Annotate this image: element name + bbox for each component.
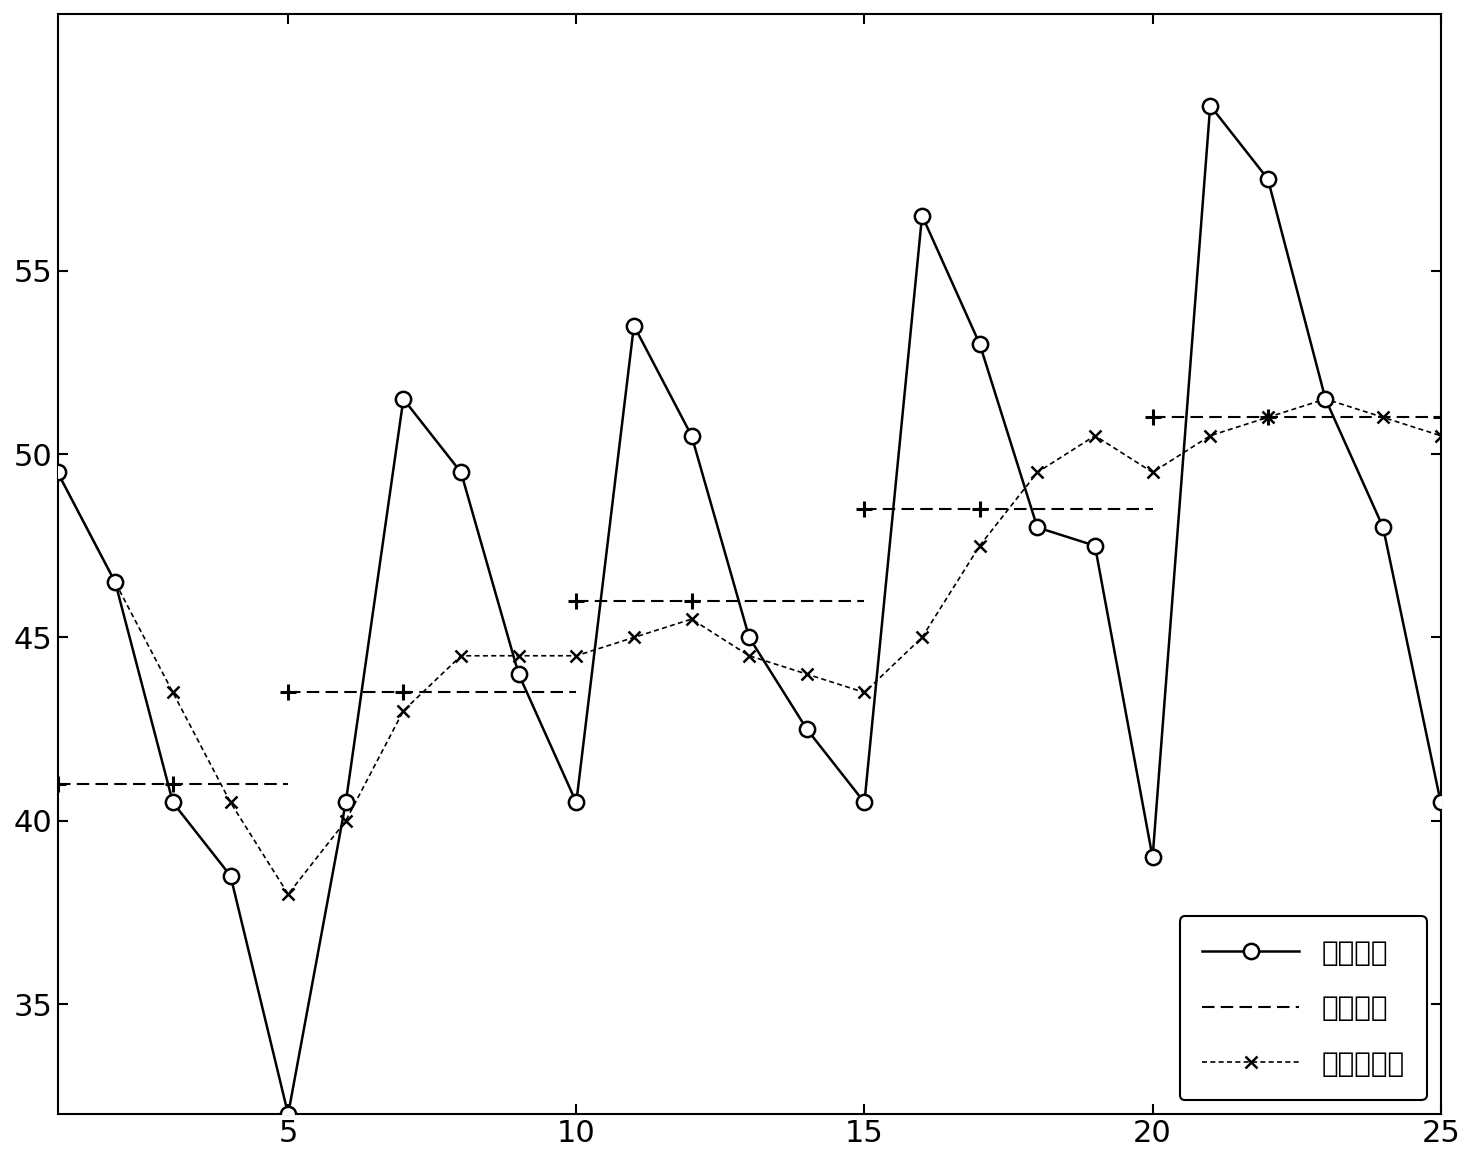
测量速率 bbox=[1086, 539, 1104, 553]
多项式回归 bbox=[453, 648, 470, 662]
测量速率 bbox=[1201, 99, 1219, 113]
多项式回归 bbox=[49, 466, 66, 480]
测量速率 bbox=[338, 796, 355, 810]
测量速率 bbox=[1431, 796, 1449, 810]
多项式回归 bbox=[1431, 429, 1449, 443]
测量速率 bbox=[971, 337, 989, 351]
Legend: 测量速率, 线性回归, 多项式回归: 测量速率, 线性回归, 多项式回归 bbox=[1179, 917, 1427, 1100]
多项式回归 bbox=[395, 704, 413, 718]
测量速率 bbox=[740, 631, 758, 645]
测量速率 bbox=[855, 796, 873, 810]
测量速率 bbox=[164, 796, 181, 810]
多项式回归 bbox=[1144, 466, 1162, 480]
多项式回归 bbox=[855, 686, 873, 700]
测量速率 bbox=[279, 1107, 296, 1121]
多项式回归 bbox=[279, 888, 296, 902]
多项式回归 bbox=[221, 796, 239, 810]
多项式回归 bbox=[740, 648, 758, 662]
多项式回归 bbox=[682, 612, 700, 626]
测量速率 bbox=[1029, 521, 1047, 535]
多项式回归 bbox=[1086, 429, 1104, 443]
多项式回归 bbox=[1029, 466, 1047, 480]
测量速率 bbox=[395, 392, 413, 406]
多项式回归 bbox=[1316, 392, 1334, 406]
测量速率 bbox=[1374, 521, 1391, 535]
测量速率 bbox=[1316, 392, 1334, 406]
测量速率 bbox=[453, 466, 470, 480]
多项式回归 bbox=[1201, 429, 1219, 443]
多项式回归 bbox=[797, 667, 815, 681]
测量速率 bbox=[567, 796, 585, 810]
多项式回归 bbox=[338, 813, 355, 827]
测量速率 bbox=[221, 869, 239, 883]
测量速率 bbox=[1144, 851, 1162, 865]
测量速率 bbox=[1259, 172, 1276, 186]
多项式回归 bbox=[164, 686, 181, 700]
测量速率 bbox=[797, 722, 815, 736]
测量速率 bbox=[49, 466, 66, 480]
Line: 多项式回归: 多项式回归 bbox=[52, 393, 1447, 901]
多项式回归 bbox=[567, 648, 585, 662]
多项式回归 bbox=[106, 575, 124, 589]
测量速率 bbox=[625, 318, 643, 332]
线性回归 bbox=[279, 777, 296, 791]
测量速率 bbox=[914, 209, 932, 223]
多项式回归 bbox=[625, 631, 643, 645]
多项式回归 bbox=[914, 631, 932, 645]
测量速率 bbox=[682, 429, 700, 443]
多项式回归 bbox=[1374, 410, 1391, 424]
多项式回归 bbox=[971, 539, 989, 553]
多项式回归 bbox=[1259, 410, 1276, 424]
测量速率 bbox=[510, 667, 528, 681]
测量速率 bbox=[106, 575, 124, 589]
Line: 测量速率: 测量速率 bbox=[50, 98, 1449, 1121]
线性回归 bbox=[49, 777, 66, 791]
多项式回归 bbox=[510, 648, 528, 662]
